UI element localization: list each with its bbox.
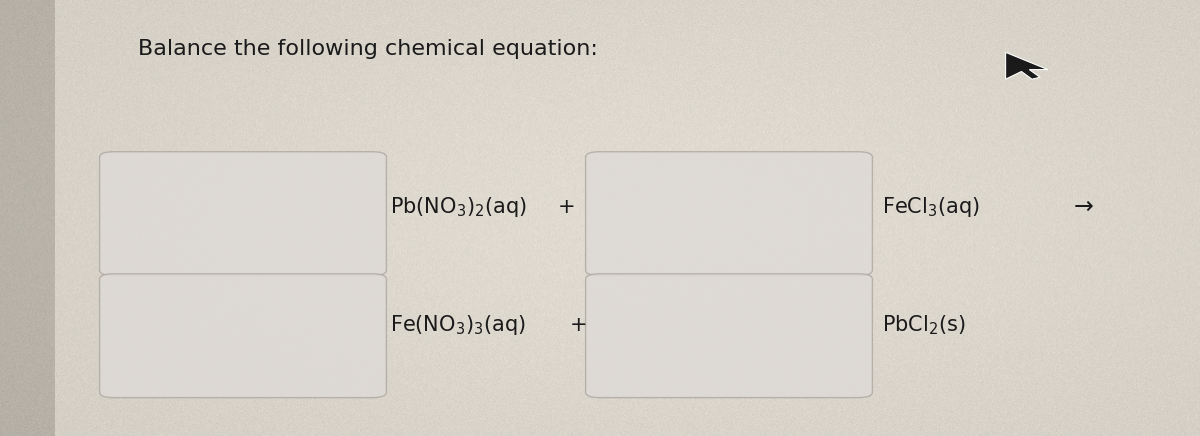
Text: Balance the following chemical equation:: Balance the following chemical equation: (138, 39, 598, 59)
FancyBboxPatch shape (586, 274, 872, 398)
FancyBboxPatch shape (586, 152, 872, 276)
FancyBboxPatch shape (100, 152, 386, 276)
Polygon shape (1006, 52, 1048, 79)
FancyBboxPatch shape (100, 274, 386, 398)
Text: Pb(NO$_3$)$_2$(aq): Pb(NO$_3$)$_2$(aq) (390, 195, 527, 219)
Text: FeCl$_3$(aq): FeCl$_3$(aq) (882, 195, 980, 219)
Text: +: + (570, 315, 588, 335)
Text: +: + (558, 197, 576, 217)
Text: →: → (1074, 195, 1093, 219)
Text: PbCl$_2$(s): PbCl$_2$(s) (882, 313, 966, 337)
Text: Fe(NO$_3$)$_3$(aq): Fe(NO$_3$)$_3$(aq) (390, 313, 526, 337)
